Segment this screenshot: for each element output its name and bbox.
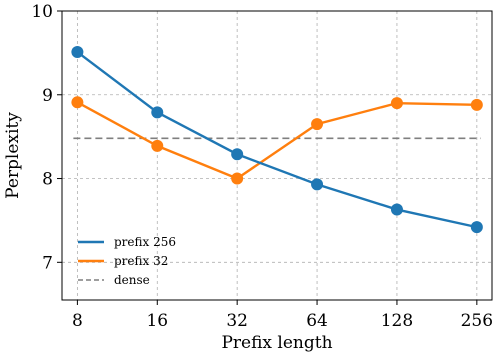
- legend-label: prefix 256: [114, 235, 176, 249]
- y-tick-label: 7: [42, 253, 53, 273]
- x-tick-label: 64: [306, 311, 328, 331]
- data-point-prefix-32: [311, 118, 324, 131]
- ticks: 8 16 32 64 128 256 7 8 9 10: [31, 2, 493, 331]
- x-tick-label: 128: [381, 311, 413, 331]
- data-point-prefix-32: [231, 172, 244, 185]
- y-axis-label: Perplexity: [3, 112, 23, 199]
- data-point-prefix-32: [470, 98, 483, 111]
- data-point-prefix-32: [71, 96, 84, 109]
- y-tick-label: 8: [42, 170, 53, 190]
- x-tick-label: 256: [461, 311, 493, 331]
- data-point-prefix-256: [470, 221, 483, 234]
- data-point-prefix-32: [151, 139, 164, 152]
- y-tick-label: 9: [42, 86, 53, 106]
- data-point-prefix-256: [231, 148, 244, 161]
- x-tick-label: 8: [72, 311, 83, 331]
- data-point-prefix-32: [390, 97, 403, 110]
- data-point-prefix-256: [151, 106, 164, 119]
- series-line-prefix-256: [76, 51, 478, 229]
- series-layer: [71, 46, 483, 234]
- x-axis-label: Prefix length: [221, 333, 332, 353]
- data-point-prefix-256: [390, 203, 403, 216]
- series-line-prefix-32: [76, 101, 477, 180]
- legend: prefix 256 prefix 32 dense: [78, 235, 176, 287]
- plot-frame: [61, 10, 493, 301]
- data-point-prefix-256: [311, 178, 324, 191]
- legend-label: prefix 32: [114, 254, 168, 268]
- data-point-prefix-256: [71, 46, 84, 59]
- y-tick-label: 10: [31, 2, 53, 22]
- x-tick-label: 32: [226, 311, 248, 331]
- x-tick-label: 16: [146, 311, 168, 331]
- legend-label: dense: [114, 273, 150, 287]
